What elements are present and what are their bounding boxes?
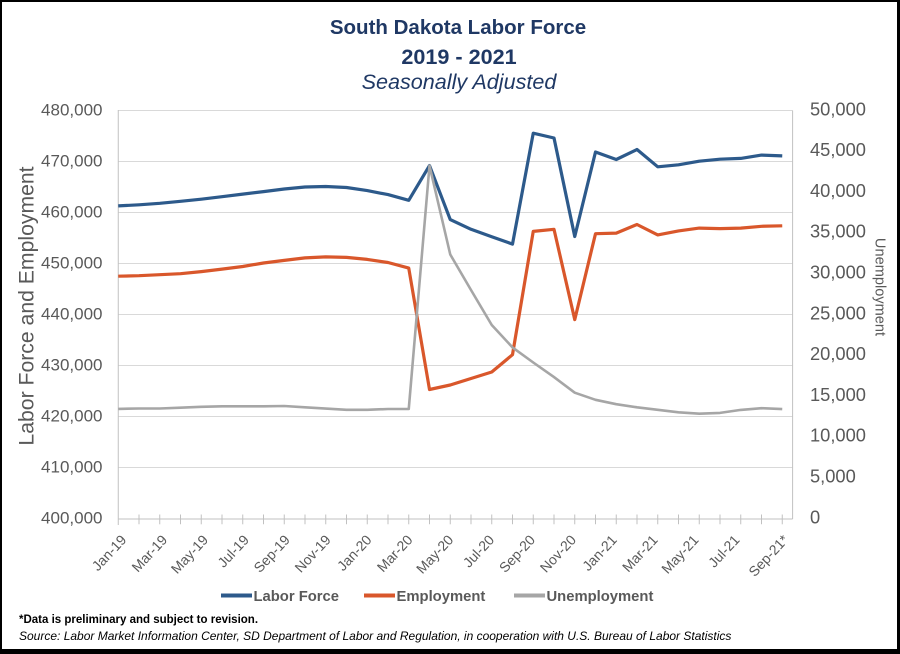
svg-text:400,000: 400,000 xyxy=(41,508,102,527)
svg-text:40,000: 40,000 xyxy=(810,180,866,201)
svg-text:Seasonally Adjusted: Seasonally Adjusted xyxy=(362,69,558,94)
svg-text:430,000: 430,000 xyxy=(41,355,102,374)
svg-text:440,000: 440,000 xyxy=(41,304,102,323)
svg-text:15,000: 15,000 xyxy=(810,384,866,405)
svg-text:Labor Force: Labor Force xyxy=(254,589,340,605)
svg-text:410,000: 410,000 xyxy=(41,457,102,476)
svg-text:*Data is preliminary and subje: *Data is preliminary and subject to revi… xyxy=(19,614,258,626)
svg-text:5,000: 5,000 xyxy=(810,466,856,487)
svg-text:480,000: 480,000 xyxy=(41,100,102,119)
svg-text:Labor Force and Employment: Labor Force and Employment xyxy=(16,166,39,445)
svg-text:460,000: 460,000 xyxy=(41,202,102,221)
svg-text:Unemployment: Unemployment xyxy=(872,238,888,336)
svg-text:2019 - 2021: 2019 - 2021 xyxy=(401,44,516,69)
svg-text:450,000: 450,000 xyxy=(41,253,102,272)
svg-text:Employment: Employment xyxy=(397,589,486,605)
svg-text:10,000: 10,000 xyxy=(810,425,866,446)
svg-text:50,000: 50,000 xyxy=(810,98,866,119)
svg-text:Source: Labor Market Informat: Source: Labor Market Information Center,… xyxy=(19,629,731,643)
svg-text:Unemployment: Unemployment xyxy=(547,589,654,605)
svg-text:South Dakota Labor Force: South Dakota Labor Force xyxy=(330,16,586,39)
svg-text:420,000: 420,000 xyxy=(41,406,102,425)
svg-text:35,000: 35,000 xyxy=(810,221,866,242)
svg-text:45,000: 45,000 xyxy=(810,139,866,160)
svg-text:25,000: 25,000 xyxy=(810,302,866,323)
svg-text:470,000: 470,000 xyxy=(41,151,102,170)
svg-text:0: 0 xyxy=(810,506,820,527)
svg-text:20,000: 20,000 xyxy=(810,343,866,364)
svg-text:30,000: 30,000 xyxy=(810,262,866,283)
